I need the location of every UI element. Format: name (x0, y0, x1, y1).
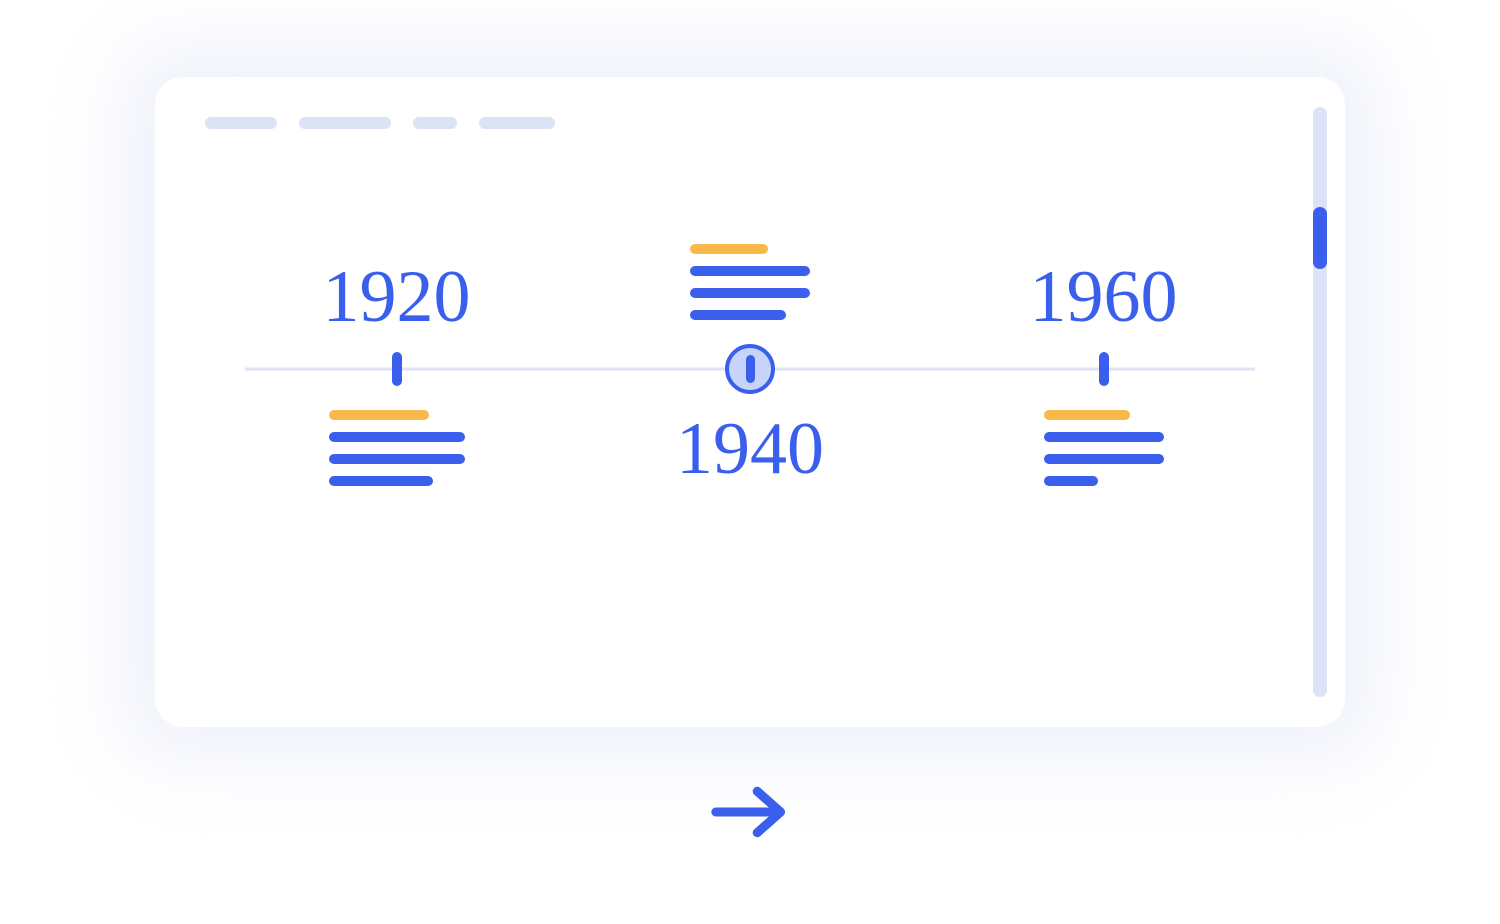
tab-placeholder[interactable] (479, 117, 555, 129)
text-line (1044, 454, 1164, 464)
text-line (329, 410, 429, 420)
tab-placeholder[interactable] (299, 117, 391, 129)
text-line (690, 288, 810, 298)
timeline-year: 1920 (323, 260, 471, 334)
arrow-right-icon[interactable] (705, 777, 795, 847)
text-line (329, 432, 465, 442)
scrollbar-thumb[interactable] (1313, 207, 1327, 269)
scrollbar-track[interactable] (1313, 107, 1327, 697)
timeline-text-block (1044, 410, 1164, 486)
timeline-container: 1920 1940 1960 (245, 139, 1255, 599)
timeline-card: 1920 1940 1960 (155, 77, 1345, 727)
timeline-year: 1940 (676, 412, 824, 486)
text-line (690, 244, 768, 254)
tab-placeholder[interactable] (205, 117, 277, 129)
text-line (690, 310, 786, 320)
tab-placeholder[interactable] (413, 117, 457, 129)
timeline-year: 1960 (1030, 260, 1178, 334)
timeline-text-block (329, 410, 465, 486)
text-line (329, 476, 433, 486)
timeline-tick (1099, 352, 1109, 386)
timeline-text-block (690, 244, 810, 320)
next-arrow-container (705, 777, 795, 847)
text-line (690, 266, 810, 276)
header-tabs (205, 117, 1295, 129)
timeline-tick (392, 352, 402, 386)
text-line (1044, 432, 1164, 442)
text-line (1044, 410, 1130, 420)
text-line (329, 454, 465, 464)
timeline-marker-ring[interactable] (725, 344, 775, 394)
text-line (1044, 476, 1098, 486)
